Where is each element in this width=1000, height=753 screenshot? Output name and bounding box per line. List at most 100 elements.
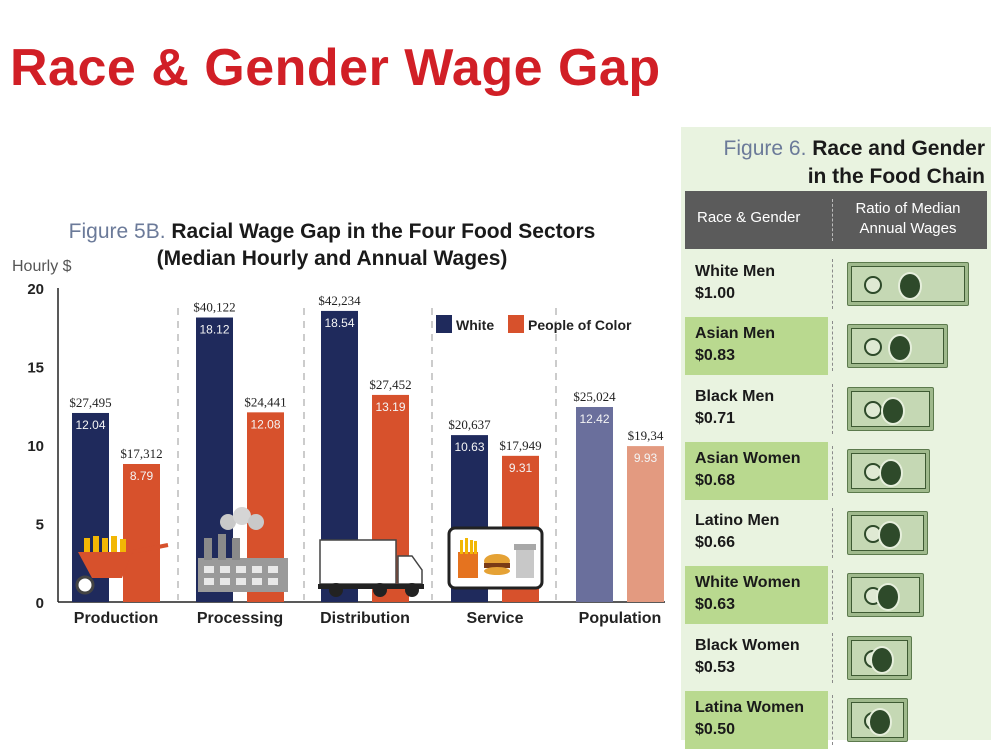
group-name: White Women: [695, 574, 801, 592]
group-name: Asian Men: [695, 325, 776, 343]
panel-title-line2: in the Food Chain: [807, 165, 985, 188]
chart-title: Figure 5B. Racial Wage Gap in the Four F…: [52, 218, 612, 272]
table-header: Race & Gender Ratio of Median Annual Wag…: [685, 191, 987, 249]
ratio-value: $0.66: [695, 534, 736, 552]
group-name: Latina Women: [695, 699, 805, 717]
row-divider: [832, 508, 833, 559]
group-name: Black Men: [695, 387, 775, 405]
dollar-bill-icon: [847, 262, 969, 306]
dollar-bill-icon: [847, 511, 928, 556]
row-divider: [832, 383, 833, 434]
table-row: Latino Men $0.66: [685, 504, 987, 564]
figure6-panel: Figure 6. Race and Gender in the Food Ch…: [681, 127, 991, 750]
factory-icon: [198, 507, 288, 592]
ratio-value: $0.68: [695, 471, 736, 489]
ratio-value: $1.00: [695, 285, 736, 302]
column-header-ratio: Ratio of Median Annual Wages: [855, 200, 961, 237]
ratio-value: $0.83: [695, 347, 736, 365]
row-divider: [832, 445, 833, 496]
dollar-bill-icon: [847, 448, 930, 493]
y-tick-label: 0: [36, 595, 44, 612]
table-row: White Men $1.00: [685, 255, 987, 315]
table-row: Latina Women $0.50: [685, 691, 987, 751]
category-label: Service: [467, 610, 524, 627]
row-label: Black Women $0.53: [685, 629, 828, 687]
fast-food-icon: [447, 526, 544, 590]
legend-swatch-white: [436, 315, 452, 333]
annual-wage-label: $24,441: [244, 394, 286, 409]
chart-title-text: Racial Wage Gap in the Four Food Sectors: [171, 220, 596, 243]
table-rows: White Men $1.00 Asian Men $0.83 Black Men $0.…: [685, 255, 987, 753]
row-label: White Women $0.63: [685, 566, 828, 625]
y-tick-label: 20: [27, 281, 44, 298]
annual-wage-label: $25,024: [573, 389, 616, 404]
group-name: Latino Men: [695, 512, 780, 530]
bar-value-label: 18.54: [324, 316, 354, 330]
bar-value-label: 12.04: [75, 418, 105, 432]
annual-wage-label: $27,495: [69, 395, 111, 410]
panel-title: Figure 6. Race and Gender in the Food Ch…: [691, 135, 985, 191]
legend-label: White: [456, 317, 494, 333]
row-label: White Men $1.00: [685, 255, 828, 313]
wage-gap-chart: Figure 5B. Racial Wage Gap in the Four F…: [0, 200, 670, 670]
bar-white: [196, 317, 233, 602]
y-tick-label: 15: [27, 360, 44, 377]
annual-wage-label: $27,452: [369, 377, 411, 392]
bar-people-of-color: [123, 463, 160, 602]
annual-wage-label: $17,312: [120, 446, 162, 461]
row-label: Latino Men $0.66: [685, 504, 828, 562]
y-tick-label: 5: [36, 517, 44, 534]
annual-wage-label: $40,122: [193, 300, 235, 315]
annual-wage-label: $20,637: [448, 417, 491, 432]
panel-title-line1: Race and Gender: [812, 137, 985, 160]
table-row: Asian Women $0.68: [685, 441, 987, 502]
row-divider: [832, 259, 833, 309]
table-row: Asian Men $0.83: [685, 317, 987, 377]
table-row: Black Women $0.53: [685, 629, 987, 689]
chart-figure-label: Figure 5B.: [68, 220, 166, 243]
category-label: Distribution: [320, 610, 410, 627]
category-label: Population: [579, 610, 662, 627]
chart-plot: 0 5 10 15 20 12.04 $27,495 8.79 $17,312 Productio…: [27, 281, 665, 627]
category-label: Processing: [197, 610, 283, 627]
column-header-group: Race & Gender: [697, 209, 801, 226]
wheelbarrow-icon: [75, 536, 169, 595]
row-label: Latina Women $0.50: [685, 691, 828, 750]
bar-value-label: 9.31: [509, 461, 533, 475]
ratio-value: $0.63: [695, 596, 736, 614]
row-label: Asian Women $0.68: [685, 441, 828, 500]
group-name: Black Women: [695, 636, 800, 654]
dollar-bill-icon: [847, 573, 924, 618]
ratio-value: $0.53: [695, 658, 736, 676]
bar-value-label: 10.63: [454, 440, 484, 454]
row-label: Black Men $0.71: [685, 380, 828, 438]
bar-value-label: 18.12: [199, 323, 229, 337]
row-label: Asian Men $0.83: [685, 317, 828, 376]
dollar-bill-icon: [847, 324, 948, 369]
table-row: Black Men $0.71: [685, 380, 987, 440]
row-divider: [832, 321, 833, 372]
dollar-bill-icon: [847, 635, 912, 680]
ratio-value: $0.71: [695, 409, 736, 427]
annual-wage-label: $17,949: [499, 438, 541, 453]
dollar-bill-icon: [847, 386, 934, 431]
ratio-value: $0.50: [695, 721, 736, 739]
truck-icon: [318, 539, 424, 597]
legend-label: People of Color: [528, 317, 632, 333]
bar-value-label: 12.42: [579, 412, 609, 426]
group-name: White Men: [695, 263, 775, 280]
bar-value-label: 13.19: [375, 400, 405, 414]
panel-figure-label: Figure 6.: [723, 137, 807, 160]
row-divider: [832, 695, 833, 746]
group-name: Asian Women: [695, 449, 801, 467]
legend-swatch-poc: [508, 315, 524, 333]
chart-subtitle: (Median Hourly and Annual Wages): [156, 247, 508, 270]
bar-value-label: 8.79: [130, 469, 154, 483]
dollar-bill-icon: [847, 698, 908, 743]
y-axis-label: Hourly $: [12, 258, 72, 275]
bar-value-label: 9.93: [634, 451, 658, 465]
bar-value-label: 12.08: [250, 417, 280, 431]
table-row: White Women $0.63: [685, 566, 987, 626]
category-label: Production: [74, 610, 158, 627]
annual-wage-label: $19,34: [628, 428, 664, 443]
